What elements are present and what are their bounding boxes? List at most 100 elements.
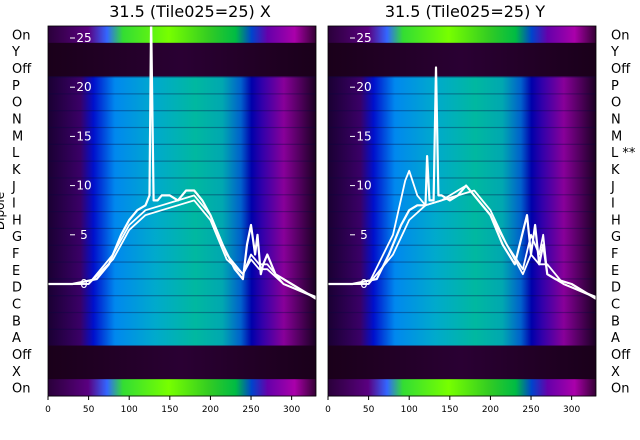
row-separator — [328, 76, 596, 78]
x-tick-label: 200 — [482, 405, 499, 415]
heatmap-row — [328, 311, 596, 330]
x-tick-label: 0 — [45, 405, 51, 415]
x-tick-label: 200 — [202, 405, 219, 415]
plot-frame — [47, 25, 317, 397]
row-separator — [48, 278, 316, 280]
row-label: On — [611, 28, 629, 43]
row-separator — [328, 278, 596, 280]
heatmap-row — [48, 379, 316, 397]
heatmap-row — [328, 177, 596, 195]
heatmap-row — [48, 211, 316, 229]
row-label: Off — [611, 348, 631, 363]
heatmap-row — [328, 42, 596, 61]
row-label: O — [12, 96, 22, 111]
row-label: X — [12, 365, 21, 380]
row-label: P — [611, 79, 619, 94]
heatmap-row — [48, 345, 316, 363]
row-label: On — [12, 382, 30, 397]
row-label: M — [611, 129, 622, 144]
y-axis-label: Dipole — [0, 192, 7, 230]
row-label: Off — [611, 62, 631, 77]
row-label: B — [611, 314, 620, 329]
row-separator — [48, 93, 316, 95]
series-line-2 — [328, 169, 597, 298]
row-label: M — [12, 129, 23, 144]
row-separator — [48, 295, 316, 297]
heatmap-row — [328, 244, 596, 262]
row-label: F — [611, 247, 618, 262]
plot-frame — [327, 25, 597, 397]
row-label: A — [12, 331, 21, 346]
x-tick-label: 250 — [242, 405, 259, 415]
x-tick-label: 300 — [283, 405, 300, 415]
row-label: D — [611, 281, 621, 296]
heatmap-row — [328, 194, 596, 212]
overlay-tick-label: 25 — [76, 31, 91, 45]
row-label: C — [12, 298, 21, 313]
heatmap-row — [48, 328, 316, 347]
heatmap-row — [328, 227, 596, 246]
row-separator — [48, 143, 316, 145]
row-label: I — [611, 197, 615, 212]
row-separator — [48, 211, 316, 213]
row-separator — [328, 295, 596, 297]
heatmap-row — [328, 261, 596, 279]
heatmap-row — [328, 126, 596, 145]
heatmap-row — [48, 93, 316, 111]
row-label: P — [12, 79, 20, 94]
row-label: N — [611, 113, 621, 128]
row-label: I — [12, 197, 16, 212]
heatmap-row — [328, 295, 596, 313]
row-label: G — [12, 230, 22, 245]
heatmap-row — [328, 345, 596, 363]
row-label: K — [611, 163, 620, 178]
overlay-tick-label: 5 — [360, 228, 368, 242]
heatmap-row — [48, 194, 316, 212]
heatmap-row — [48, 311, 316, 330]
row-separator — [48, 177, 316, 179]
heatmap-row — [328, 278, 596, 296]
heatmap-row — [328, 211, 596, 229]
x-tick-label: 50 — [83, 405, 95, 415]
row-label: H — [12, 213, 22, 228]
row-separator — [48, 76, 316, 78]
row-label: L — [12, 146, 20, 161]
heatmap-row — [48, 295, 316, 313]
row-separator — [328, 328, 596, 330]
series-line-3 — [48, 199, 317, 299]
heatmap-row — [328, 362, 596, 380]
series-line-3 — [328, 189, 597, 299]
heatmap-row — [48, 59, 316, 77]
overlay-tick-label: 15 — [76, 129, 91, 143]
overlay-tick-label: 20 — [76, 80, 91, 94]
row-separator — [48, 328, 316, 330]
heatmap-row — [328, 93, 596, 111]
row-label: O — [611, 96, 621, 111]
row-separator — [328, 227, 596, 230]
x-tick-label: 100 — [121, 405, 138, 415]
heatmap-row — [48, 126, 316, 145]
row-label: N — [12, 113, 22, 128]
row-label: H — [611, 213, 621, 228]
overlay-tick-label: 15 — [356, 129, 371, 143]
row-separator — [328, 177, 596, 179]
row-label: J — [610, 180, 615, 195]
row-label: Y — [610, 45, 619, 60]
heatmap-row — [328, 26, 596, 44]
row-separator — [48, 126, 316, 129]
heatmap-row — [48, 160, 316, 178]
heatmap-row — [328, 143, 596, 162]
row-label: X — [611, 365, 620, 380]
overlay-tick-label: 5 — [80, 228, 88, 242]
heatmap-row — [328, 160, 596, 178]
row-label: J — [11, 180, 16, 195]
row-separator — [328, 126, 596, 129]
row-separator — [328, 211, 596, 213]
heatmap-row — [48, 362, 316, 380]
heatmap-row — [48, 261, 316, 279]
x-tick-label: 150 — [161, 405, 178, 415]
row-separator — [48, 244, 316, 246]
